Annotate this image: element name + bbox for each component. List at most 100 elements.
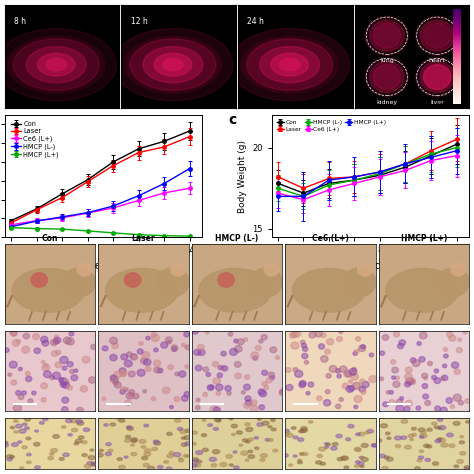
Circle shape [387, 437, 391, 439]
Circle shape [102, 346, 108, 351]
Circle shape [292, 427, 296, 429]
Circle shape [250, 405, 258, 412]
Circle shape [279, 390, 285, 395]
Circle shape [245, 375, 250, 379]
Circle shape [425, 401, 431, 405]
Circle shape [208, 424, 212, 427]
Circle shape [449, 335, 456, 341]
Circle shape [55, 362, 62, 368]
Circle shape [82, 454, 87, 456]
Circle shape [105, 452, 111, 456]
Circle shape [53, 435, 59, 438]
Circle shape [446, 398, 453, 403]
Legend: Con, Laser, Ce6 (L+), HMCP (L-), HMCP (L+): Con, Laser, Ce6 (L+), HMCP (L-), HMCP (L… [8, 118, 62, 161]
Circle shape [226, 455, 232, 458]
Circle shape [180, 429, 187, 434]
Circle shape [293, 368, 298, 372]
Circle shape [18, 441, 22, 443]
Circle shape [408, 378, 416, 385]
Circle shape [298, 461, 302, 464]
Circle shape [141, 446, 146, 448]
Circle shape [72, 428, 78, 432]
Circle shape [88, 456, 95, 459]
Circle shape [179, 459, 184, 462]
Circle shape [427, 428, 432, 431]
Circle shape [395, 445, 401, 447]
Circle shape [354, 396, 362, 402]
Circle shape [211, 464, 217, 467]
Circle shape [380, 377, 383, 381]
Circle shape [16, 339, 20, 343]
Circle shape [7, 458, 12, 461]
Circle shape [255, 346, 261, 351]
Circle shape [317, 455, 322, 457]
Circle shape [151, 332, 156, 337]
Circle shape [404, 406, 410, 411]
Circle shape [329, 365, 337, 373]
Circle shape [382, 335, 389, 340]
Circle shape [283, 431, 290, 435]
Circle shape [112, 343, 118, 348]
Circle shape [145, 449, 151, 453]
Circle shape [179, 458, 182, 460]
Circle shape [268, 372, 274, 378]
Circle shape [131, 444, 135, 446]
Title: Con: Con [42, 234, 58, 243]
Circle shape [392, 376, 395, 379]
Circle shape [59, 457, 64, 460]
Circle shape [154, 440, 159, 443]
Circle shape [428, 362, 432, 365]
Circle shape [266, 378, 272, 383]
Circle shape [336, 369, 340, 373]
Circle shape [67, 385, 73, 390]
Circle shape [128, 393, 133, 397]
Circle shape [265, 438, 270, 441]
Title: Laser: Laser [132, 234, 155, 243]
Circle shape [141, 358, 147, 364]
Circle shape [440, 376, 445, 380]
Circle shape [60, 356, 68, 364]
Circle shape [395, 376, 400, 380]
Circle shape [359, 386, 365, 392]
Circle shape [41, 361, 45, 364]
Circle shape [10, 330, 17, 336]
Circle shape [54, 337, 61, 343]
Circle shape [465, 399, 470, 403]
Circle shape [358, 432, 365, 436]
Circle shape [216, 384, 223, 391]
Circle shape [260, 458, 265, 461]
Circle shape [78, 436, 84, 439]
Circle shape [196, 406, 200, 410]
Circle shape [14, 431, 18, 433]
Circle shape [383, 402, 388, 407]
Circle shape [163, 387, 170, 393]
Circle shape [229, 464, 233, 466]
Circle shape [139, 439, 146, 443]
Circle shape [447, 332, 453, 337]
Circle shape [270, 347, 277, 353]
Ellipse shape [154, 53, 192, 76]
Circle shape [358, 345, 365, 352]
Circle shape [32, 391, 36, 395]
Circle shape [10, 456, 15, 458]
Text: kidney: kidney [376, 100, 397, 105]
Circle shape [416, 57, 459, 97]
Circle shape [325, 349, 330, 354]
Circle shape [295, 370, 303, 377]
Circle shape [389, 391, 393, 394]
Circle shape [172, 347, 177, 352]
Circle shape [352, 383, 360, 389]
Circle shape [326, 390, 330, 394]
Circle shape [361, 457, 368, 462]
Circle shape [348, 424, 354, 428]
Circle shape [146, 336, 150, 340]
Circle shape [451, 263, 465, 276]
Circle shape [465, 420, 470, 423]
Circle shape [245, 396, 251, 401]
Circle shape [218, 365, 223, 370]
Circle shape [293, 436, 298, 439]
Circle shape [423, 444, 429, 447]
Circle shape [231, 424, 237, 428]
Circle shape [342, 383, 348, 389]
Circle shape [425, 458, 430, 462]
